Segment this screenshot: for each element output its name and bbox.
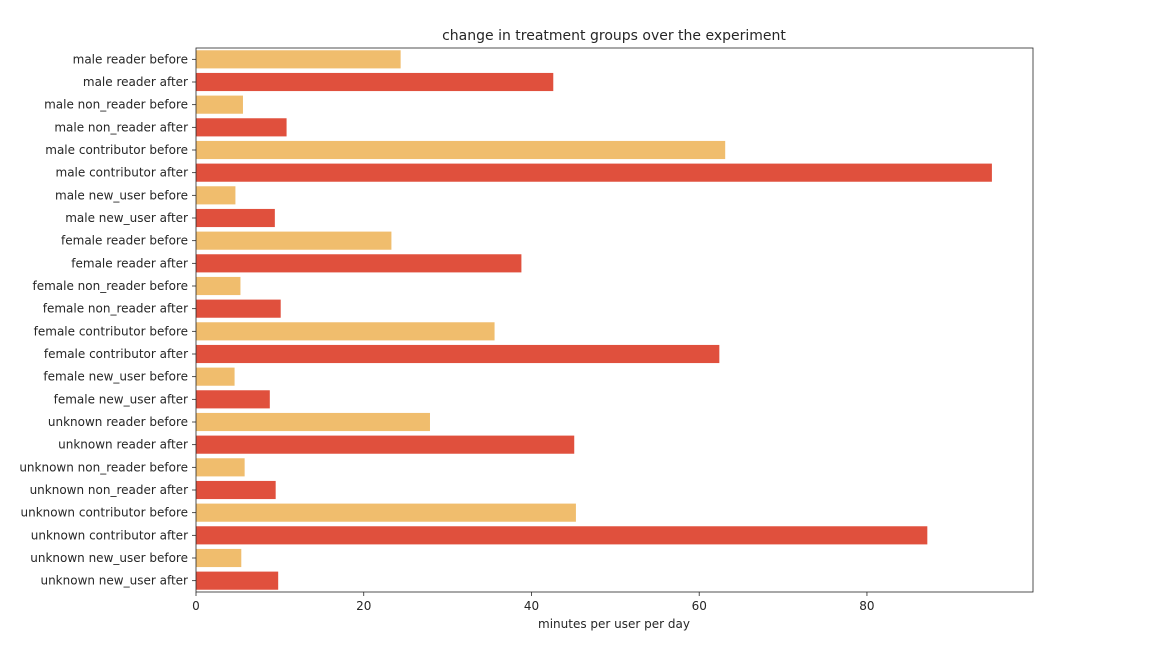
x-axis-ticks: 0 20 40 60 80 (192, 592, 875, 613)
y-tick-label: unknown reader before (48, 415, 188, 429)
y-tick-label: male contributor before (45, 143, 188, 157)
bar (196, 548, 242, 568)
y-tick-label: unknown non_reader before (19, 460, 188, 474)
bar (196, 254, 522, 273)
y-tick-label: male new_user after (65, 211, 188, 225)
y-tick-label: unknown non_reader after (30, 483, 189, 497)
y-tick-label: female new_user after (54, 392, 188, 406)
bar (196, 480, 276, 500)
bar (196, 72, 554, 92)
y-tick-label: male reader before (73, 52, 188, 66)
bar (196, 276, 241, 296)
y-tick-label: male new_user before (55, 188, 188, 202)
bar (196, 186, 236, 205)
bar (196, 208, 275, 228)
bars-group (196, 50, 992, 590)
bar (196, 140, 726, 160)
bar (196, 571, 279, 590)
y-tick-label: female reader after (71, 256, 188, 270)
bar (196, 50, 401, 69)
y-tick-label: male non_reader after (54, 120, 188, 134)
y-tick-label: unknown contributor after (31, 528, 188, 542)
bar (196, 435, 575, 454)
bar (196, 412, 430, 432)
y-tick-label: male reader after (83, 75, 188, 89)
x-tick-label: 80 (859, 599, 874, 613)
plot-frame (195, 47, 1034, 593)
y-tick-label: unknown new_user after (40, 574, 188, 588)
y-tick-label: male non_reader before (44, 98, 188, 112)
y-tick-label: unknown contributor before (21, 506, 189, 520)
x-tick-label: 60 (692, 599, 707, 613)
bar (196, 367, 235, 386)
y-tick-label: unknown new_user before (30, 551, 188, 565)
bar (196, 231, 392, 250)
bar (196, 526, 928, 545)
y-tick-label: female non_reader before (32, 279, 188, 293)
y-axis-ticks: male reader before male reader after male … (19, 52, 196, 588)
x-tick-label: 0 (192, 599, 200, 613)
bar (196, 163, 992, 182)
bar (196, 322, 495, 341)
bar (196, 503, 576, 522)
bar (196, 118, 287, 137)
y-tick-label: male contributor after (56, 166, 189, 180)
x-axis-title: minutes per user per day (538, 617, 690, 631)
y-tick-label: female new_user before (43, 370, 188, 384)
bar (196, 458, 245, 477)
y-tick-label: female non_reader after (43, 302, 188, 316)
chart-title: change in treatment groups over the expe… (442, 28, 786, 44)
bar (196, 299, 281, 318)
bar (196, 95, 243, 114)
x-tick-label: 40 (524, 599, 539, 613)
y-tick-label: unknown reader after (58, 438, 188, 452)
y-tick-label: female reader before (61, 234, 188, 248)
bar (196, 390, 270, 409)
y-tick-label: female contributor after (44, 347, 188, 361)
x-tick-label: 20 (356, 599, 371, 613)
y-tick-label: female contributor before (34, 324, 188, 338)
bar (196, 344, 720, 364)
